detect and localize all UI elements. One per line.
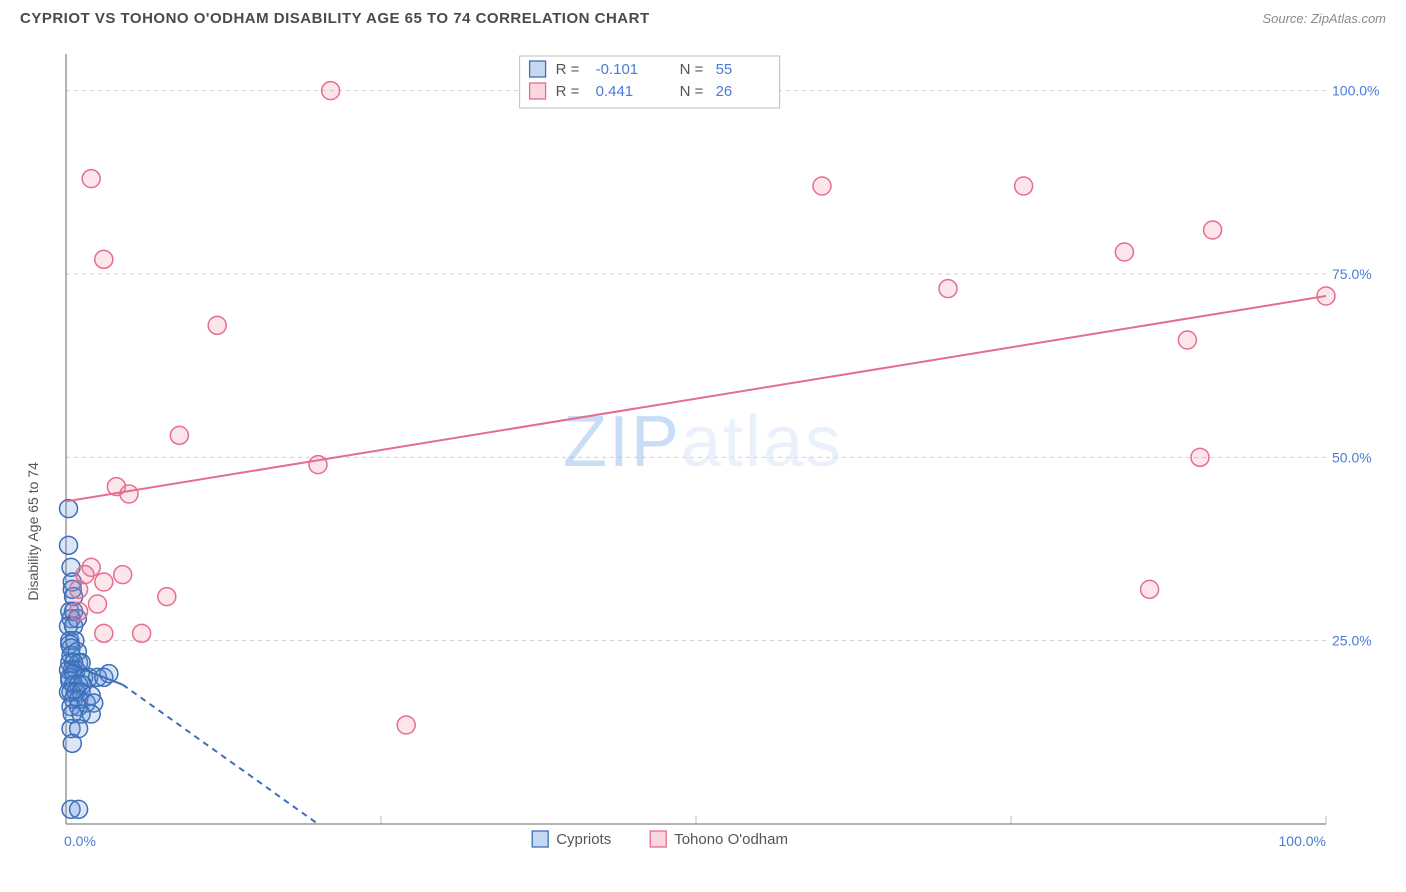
data-point (939, 280, 957, 298)
y-tick-label: 75.0% (1332, 266, 1372, 282)
data-point (82, 170, 100, 188)
data-point (158, 588, 176, 606)
legend-n-value: 55 (716, 61, 733, 78)
data-point (95, 250, 113, 268)
legend-series-label: Tohono O'odham (674, 831, 788, 848)
data-point (170, 426, 188, 444)
data-point (89, 595, 107, 613)
data-point (63, 734, 81, 752)
y-tick-label: 25.0% (1332, 633, 1372, 649)
legend-r-value: -0.101 (596, 61, 639, 78)
legend-n-label: N = (680, 83, 704, 100)
data-point (60, 536, 78, 554)
x-min-label: 0.0% (64, 833, 96, 849)
legend-series-label: Cypriots (556, 831, 611, 848)
chart-title: CYPRIOT VS TOHONO O'ODHAM DISABILITY AGE… (20, 10, 650, 27)
correlation-scatter-chart: 25.0%50.0%75.0%100.0%ZIPatlas0.0%100.0%D… (20, 40, 1386, 872)
data-point (813, 177, 831, 195)
data-point (120, 485, 138, 503)
legend-n-value: 26 (716, 83, 733, 100)
data-point (1204, 221, 1222, 239)
data-point (1141, 580, 1159, 598)
data-point (95, 573, 113, 591)
data-point (133, 624, 151, 642)
legend-r-label: R = (556, 61, 580, 78)
trend-line-extrapolated (123, 685, 318, 824)
y-tick-label: 100.0% (1332, 83, 1379, 99)
data-point (322, 82, 340, 100)
data-point (1115, 243, 1133, 261)
y-axis-title: Disability Age 65 to 74 (25, 462, 41, 601)
data-point (70, 602, 88, 620)
legend-r-value: 0.441 (596, 83, 634, 100)
data-point (1191, 448, 1209, 466)
legend-swatch (530, 61, 546, 77)
data-point (1015, 177, 1033, 195)
data-point (397, 716, 415, 734)
data-point (70, 800, 88, 818)
data-point (82, 705, 100, 723)
y-tick-label: 50.0% (1332, 449, 1372, 465)
data-point (95, 624, 113, 642)
data-point (1178, 331, 1196, 349)
legend-swatch (650, 831, 666, 847)
data-point (76, 566, 94, 584)
data-point (114, 566, 132, 584)
legend-n-label: N = (680, 61, 704, 78)
data-point (208, 316, 226, 334)
legend-r-label: R = (556, 83, 580, 100)
legend-swatch (530, 83, 546, 99)
title-bar: CYPRIOT VS TOHONO O'ODHAM DISABILITY AGE… (0, 0, 1406, 33)
data-point (60, 500, 78, 518)
legend-swatch (532, 831, 548, 847)
x-max-label: 100.0% (1279, 833, 1326, 849)
source-attribution: Source: ZipAtlas.com (1262, 11, 1386, 26)
chart-area: 25.0%50.0%75.0%100.0%ZIPatlas0.0%100.0%D… (20, 40, 1386, 872)
